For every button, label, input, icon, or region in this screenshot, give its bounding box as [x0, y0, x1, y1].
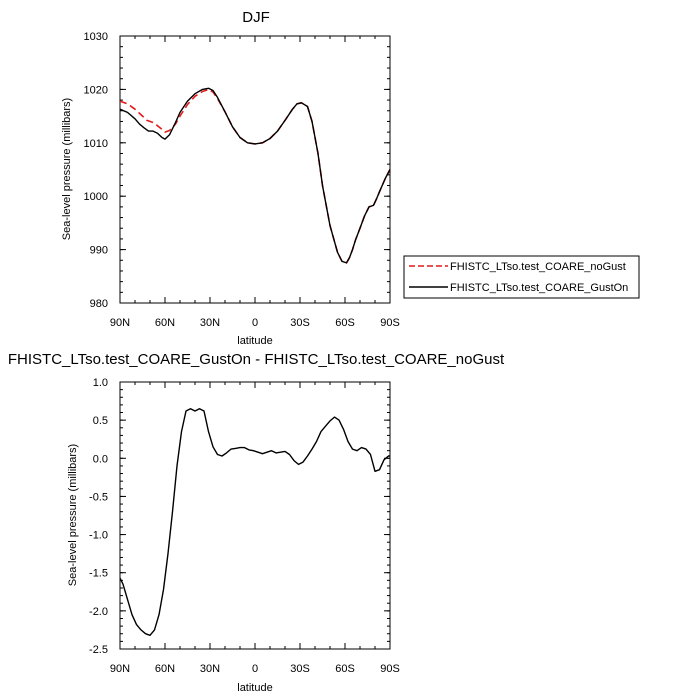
legend-label-nogust: FHISTC_LTso.test_COARE_noGust — [450, 261, 626, 273]
top-x-tick-label: 90S — [380, 317, 400, 329]
bottom-y-tick-label: 0.0 — [93, 453, 108, 465]
top-y-tick-label: 990 — [90, 245, 108, 257]
top-legend: FHISTC_LTso.test_COARE_noGust FHISTC_LTs… — [403, 255, 640, 299]
top-y-axis-label: Sea-level pressure (millibars) — [61, 98, 73, 240]
bottom-series-lines — [120, 408, 390, 636]
bottom-x-tick-label: 90S — [380, 663, 400, 675]
top-plot-frame — [119, 35, 391, 304]
bottom-x-tick-label: 60S — [335, 663, 355, 675]
top-y-tick-label: 980 — [90, 298, 108, 310]
top-y-tick-label: 1020 — [84, 84, 108, 96]
bottom-chart-title: FHISTC_LTso.test_COARE_GustOn - FHISTC_L… — [8, 351, 505, 368]
top-series-line-0 — [120, 88, 390, 264]
top-series-lines — [120, 87, 390, 264]
bottom-x-tick-label: 0 — [252, 663, 258, 675]
top-panel: DJF 90N 60N 30N 0 30S 60S 90S 980 990 1000 1010 102… — [61, 9, 640, 347]
top-y-tick-label: 1010 — [84, 138, 108, 150]
bottom-y-axis-label: Sea-level pressure (millibars) — [67, 444, 79, 586]
bottom-y-tick-label: -0.5 — [89, 491, 108, 503]
bottom-y-tick-label: -1.0 — [89, 530, 108, 542]
bottom-axes-ticks: 90N 60N 30N 0 30S 60S 90S -2.5 -2.0 -1.5 -1.0 -0.5 0… — [89, 377, 400, 675]
bottom-x-tick-label: 60N — [155, 663, 175, 675]
legend-label-guston: FHISTC_LTso.test_COARE_GustOn — [450, 282, 628, 294]
top-x-tick-label: 30S — [290, 317, 310, 329]
top-axes-ticks: 90N 60N 30N 0 30S 60S 90S 980 990 1000 1010 1020 103… — [84, 31, 400, 329]
top-x-tick-label: 60N — [155, 317, 175, 329]
bottom-y-tick-label: -2.5 — [89, 644, 108, 656]
bottom-series-line-0 — [120, 408, 390, 636]
top-y-tick-label: 1030 — [84, 31, 108, 43]
bottom-y-tick-label: 0.5 — [93, 415, 108, 427]
bottom-panel: FHISTC_LTso.test_COARE_GustOn - FHISTC_L… — [8, 351, 505, 694]
bottom-x-tick-label: 30S — [290, 663, 310, 675]
top-x-tick-label: 30N — [200, 317, 220, 329]
top-x-axis-label: latitude — [237, 335, 272, 347]
bottom-x-tick-label: 90N — [110, 663, 130, 675]
top-chart-title: DJF — [242, 9, 270, 26]
bottom-y-tick-label: 1.0 — [93, 377, 108, 389]
bottom-y-tick-label: -2.0 — [89, 606, 108, 618]
bottom-y-tick-label: -1.5 — [89, 568, 108, 580]
top-series-line-1 — [120, 87, 390, 264]
top-x-tick-label: 0 — [252, 317, 258, 329]
top-y-tick-label: 1000 — [84, 191, 108, 203]
legend-box — [403, 255, 640, 299]
bottom-x-tick-label: 30N — [200, 663, 220, 675]
top-x-tick-label: 60S — [335, 317, 355, 329]
bottom-x-axis-label: latitude — [237, 682, 272, 694]
top-x-tick-label: 90N — [110, 317, 130, 329]
